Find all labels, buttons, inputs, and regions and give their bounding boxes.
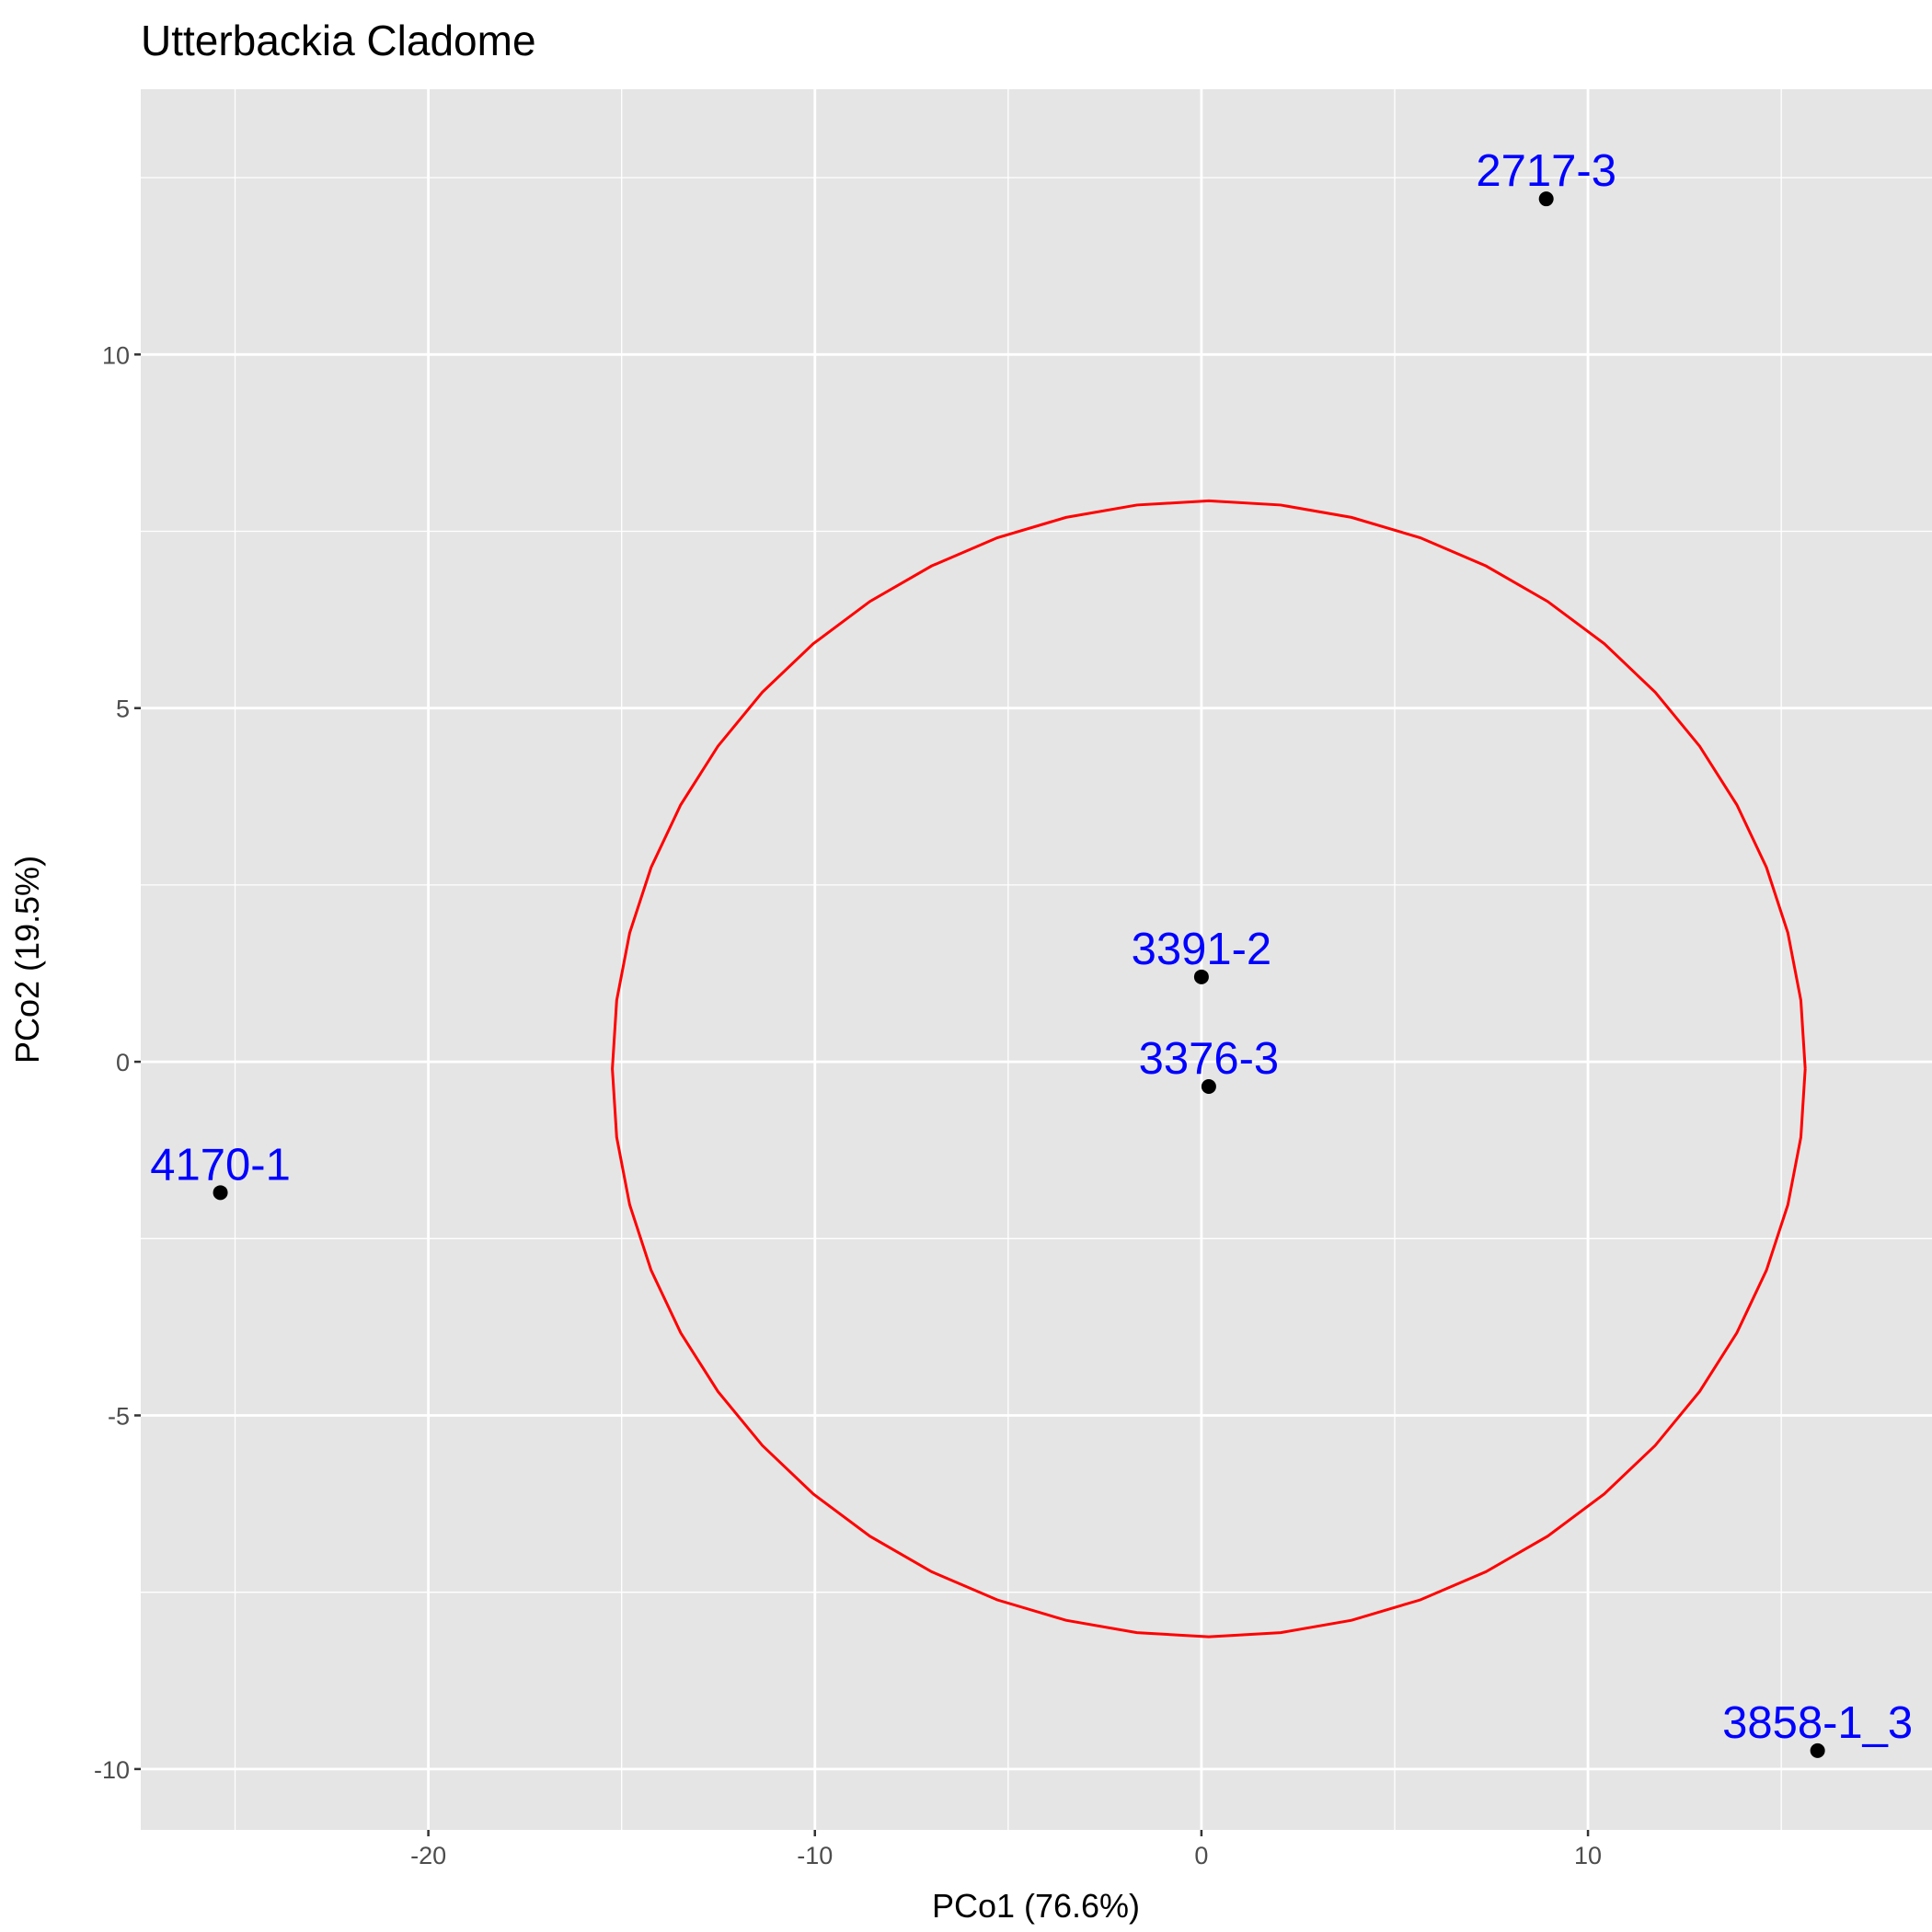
ellipse	[611, 499, 1807, 1639]
marks: 2717-3 3391-2 3376-3 4170-1 3858-1_3	[150, 146, 1913, 1758]
axes: -20 -10 0 10 -10 -5 0 5 10	[94, 341, 1602, 1869]
point	[1193, 969, 1209, 984]
panel	[141, 89, 1932, 1830]
point-label: 4170-1	[150, 1140, 291, 1190]
point-label: 3858-1_3	[1722, 1698, 1913, 1748]
y-tick-label: 10	[102, 341, 130, 369]
chart-title: Utterbackia Cladome	[141, 17, 536, 64]
point-label: 3376-3	[1139, 1034, 1280, 1084]
point	[1810, 1742, 1825, 1758]
y-tick-label: 0	[116, 1049, 130, 1076]
point-label: 2717-3	[1476, 146, 1616, 196]
point-label: 3391-2	[1132, 925, 1272, 974]
x-tick-label: 0	[1194, 1842, 1208, 1869]
y-tick-label: -10	[94, 1756, 130, 1784]
y-tick-label: -5	[108, 1402, 130, 1430]
point	[1538, 191, 1554, 207]
point	[1201, 1078, 1216, 1094]
y-tick-label: 5	[116, 696, 130, 723]
y-axis-title: PCo2 (19.5%)	[8, 856, 46, 1064]
grid	[141, 89, 1932, 1830]
point	[213, 1185, 228, 1201]
x-axis-title: PCo1 (76.6%)	[932, 1887, 1140, 1925]
x-tick-label: 10	[1574, 1842, 1602, 1869]
x-tick-label: -10	[797, 1842, 833, 1869]
x-tick-label: -20	[410, 1842, 446, 1869]
